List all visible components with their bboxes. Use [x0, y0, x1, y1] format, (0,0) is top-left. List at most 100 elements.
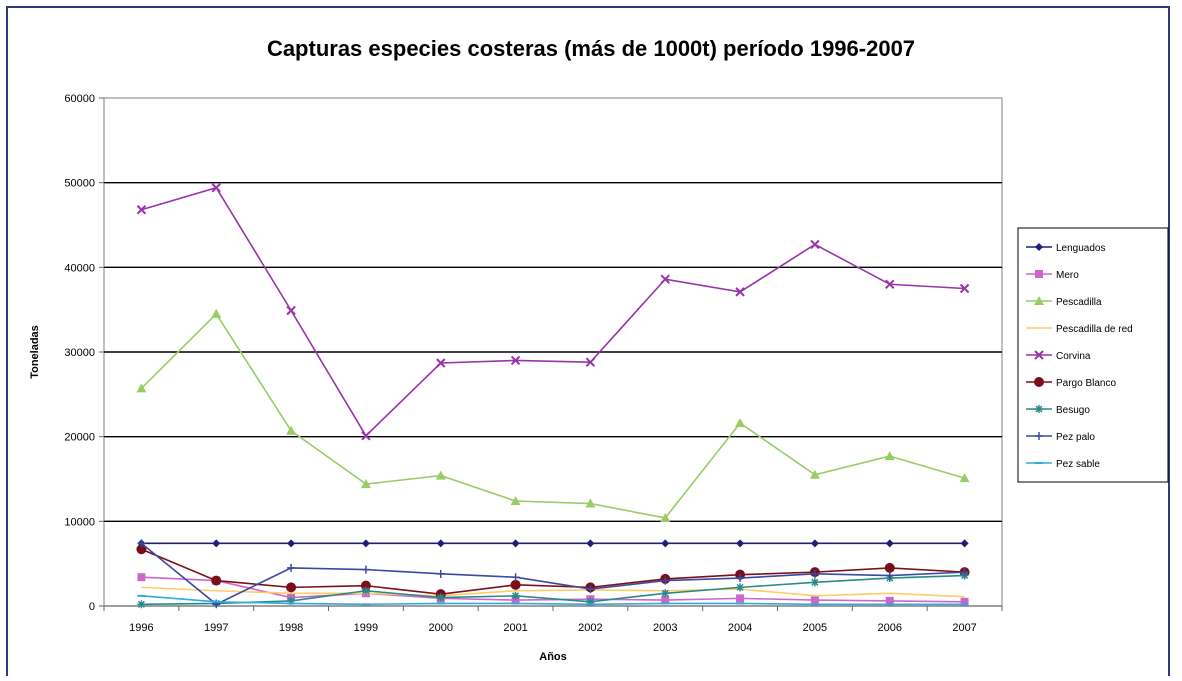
legend-label: Mero: [1056, 270, 1079, 281]
y-tick-label: 20000: [64, 432, 95, 444]
y-tick-label: 30000: [64, 347, 95, 359]
x-axis-label: Años: [539, 651, 567, 663]
y-tick-label: 50000: [64, 178, 95, 190]
data-point-corvina: [885, 279, 895, 289]
y-axis-label: Toneladas: [29, 325, 41, 379]
legend-entry-besugo: Besugo: [1026, 405, 1090, 416]
series-corvina: [136, 183, 970, 441]
x-tick-label: 1999: [354, 622, 378, 634]
legend-entry-pez-palo: Pez palo: [1026, 432, 1095, 443]
data-point-corvina: [510, 355, 521, 366]
data-point-lenguados: [885, 539, 894, 548]
data-point-corvina: [211, 183, 221, 193]
data-point-pez-palo: [361, 565, 370, 574]
x-tick-label: 2002: [578, 622, 602, 634]
legend-entry-pescadilla-de-red: Pescadilla de red: [1026, 324, 1133, 335]
series-line-besugo: [141, 574, 965, 606]
data-point-pez-palo: [661, 576, 670, 585]
data-point-mero: [137, 573, 146, 582]
series-pargo-blanco: [136, 544, 970, 600]
data-point-pez-palo: [287, 563, 296, 572]
data-point-besugo: [511, 591, 520, 600]
series-line-pescadilla-de-red: [141, 586, 965, 598]
legend-marker: [1035, 432, 1043, 440]
legend-entry-corvina: Corvina: [1026, 350, 1091, 362]
legend-entry-pescadilla: Pescadilla: [1026, 296, 1102, 308]
data-point-pargo-blanco: [884, 562, 895, 573]
y-tick-label: 0: [89, 601, 95, 613]
data-point-pargo-blanco: [211, 575, 222, 586]
data-point-pez-palo: [810, 569, 819, 578]
chart-frame: [6, 6, 1170, 676]
y-tick-label: 60000: [64, 93, 95, 105]
data-point-corvina: [585, 357, 596, 367]
data-point-mero: [810, 596, 819, 605]
data-point-besugo: [436, 593, 445, 602]
series-line-pez-palo: [140, 542, 965, 606]
series-lenguados: [137, 539, 969, 548]
y-tick-label: 40000: [64, 262, 95, 274]
legend-label: Besugo: [1056, 405, 1090, 416]
legend-marker: [1035, 405, 1043, 413]
y-axis: 0 10000 20000 30000 40000 50000 60000: [64, 93, 104, 613]
data-point-pescadilla: [585, 498, 596, 508]
data-point-pez-palo: [586, 585, 595, 594]
data-point-pescadilla: [959, 473, 970, 483]
x-tick-label: 2001: [503, 622, 527, 634]
data-point-lenguados: [810, 539, 819, 548]
x-tick-label: 1997: [204, 622, 228, 634]
data-point-mero: [661, 596, 670, 605]
data-point-pez-palo: [436, 569, 445, 578]
data-point-corvina: [286, 305, 296, 316]
series-pez-sable: [137, 594, 969, 606]
data-point-corvina: [361, 431, 371, 441]
data-point-pescadilla: [286, 425, 297, 435]
data-point-besugo: [287, 596, 296, 605]
legend-label: Pescadilla de red: [1056, 324, 1133, 335]
legend-label: Lenguados: [1056, 243, 1106, 254]
data-point-pargo-blanco: [136, 544, 147, 555]
x-tick-label: 2000: [429, 622, 453, 634]
legend-marker: [1034, 350, 1044, 360]
data-point-pescadilla: [136, 383, 147, 393]
legend-label: Pez palo: [1056, 432, 1095, 443]
data-point-pescadilla: [735, 418, 746, 428]
data-point-pez-palo: [960, 568, 969, 577]
data-point-pescadilla: [435, 470, 446, 480]
data-point-besugo: [810, 578, 819, 587]
x-tick-label: 2006: [878, 622, 902, 634]
legend-marker: [1035, 270, 1043, 278]
data-point-pescadilla: [884, 451, 895, 461]
data-point-corvina: [660, 274, 670, 284]
data-point-corvina: [810, 239, 820, 250]
series-line-pescadilla: [140, 312, 965, 519]
legend-marker: [1034, 377, 1044, 387]
data-point-lenguados: [586, 539, 595, 548]
data-point-pez-palo: [511, 573, 520, 582]
legend-label: Pargo Blanco: [1056, 378, 1116, 389]
data-point-mero: [960, 597, 969, 606]
legend-marker: [1034, 296, 1044, 305]
data-point-pez-palo: [736, 574, 745, 583]
x-tick-label: 2007: [952, 622, 976, 634]
data-point-pargo-blanco: [286, 582, 297, 593]
data-point-corvina: [436, 358, 446, 368]
legend-label: Pez sable: [1056, 459, 1100, 470]
data-point-pescadilla: [510, 496, 521, 506]
data-point-corvina: [735, 287, 745, 297]
x-tick-label: 2004: [728, 622, 752, 634]
data-point-mero: [511, 596, 520, 605]
data-point-pescadilla: [809, 469, 820, 479]
series-line-pargo-blanco: [141, 548, 965, 595]
data-point-pescadilla: [660, 512, 671, 522]
data-point-lenguados: [287, 539, 296, 548]
data-point-pescadilla: [211, 308, 222, 318]
series-pescadilla: [136, 308, 970, 522]
data-point-lenguados: [212, 539, 221, 548]
legend-marker: [1035, 243, 1043, 251]
data-point-corvina: [136, 205, 147, 215]
series-line-pez-sable: [141, 595, 965, 606]
legend-entry-mero: Mero: [1026, 270, 1079, 281]
data-point-lenguados: [960, 539, 969, 548]
